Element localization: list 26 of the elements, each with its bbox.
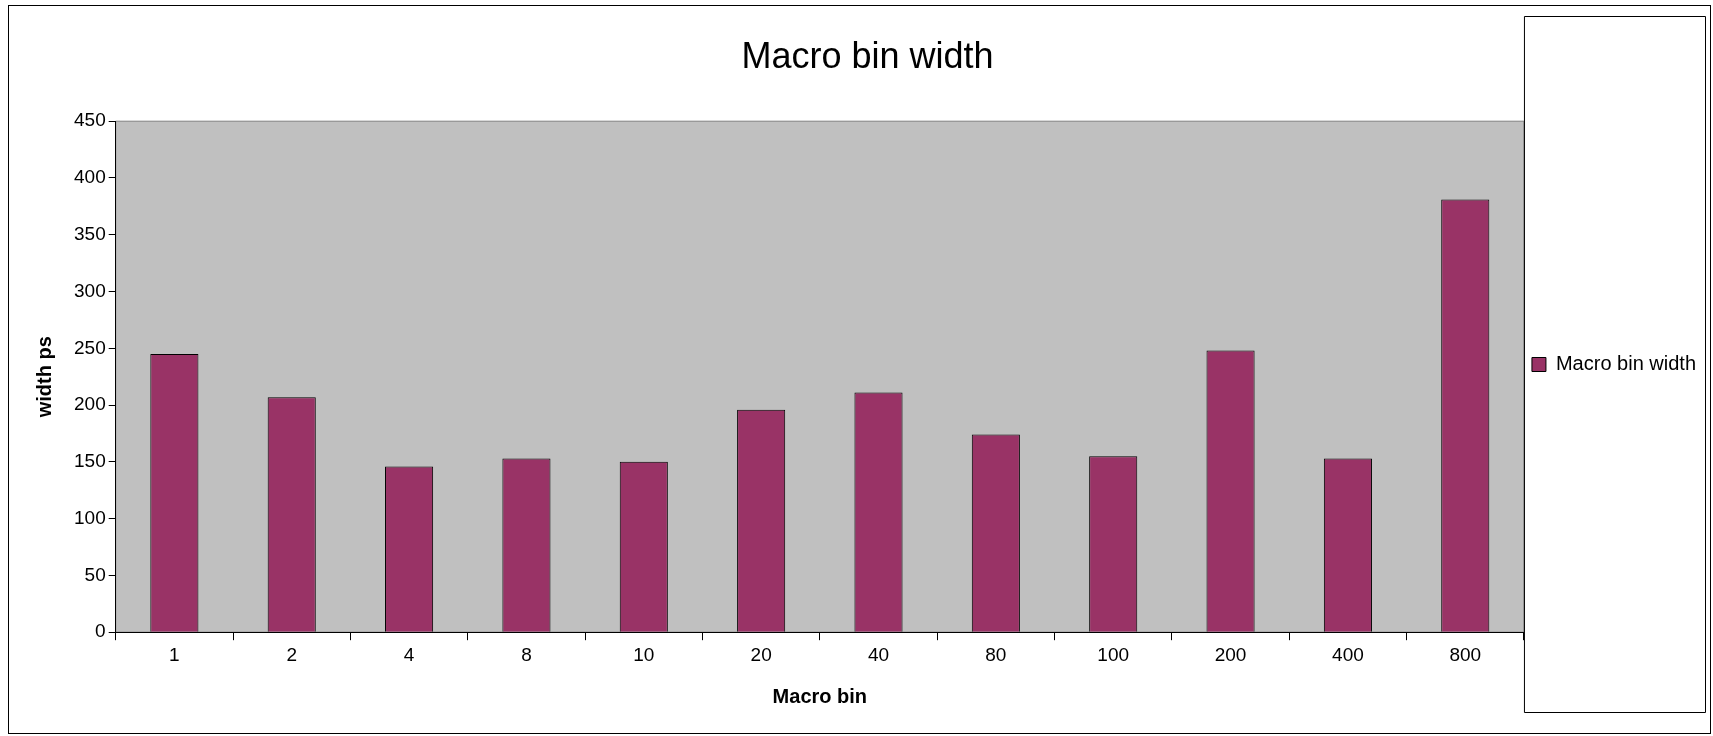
- y-axis-title: width ps: [32, 336, 55, 419]
- y-tick-label: 300: [74, 279, 106, 301]
- y-tick-label: 150: [74, 450, 106, 472]
- x-tick-label: 10: [633, 643, 655, 665]
- y-tick-label: 200: [74, 393, 106, 415]
- y-tick-label: 50: [84, 563, 106, 585]
- x-tick-label: 80: [985, 643, 1007, 665]
- chart-title: Macro bin width: [741, 34, 994, 76]
- y-tick-label: 100: [74, 506, 106, 528]
- y-tick-label: 400: [74, 166, 106, 188]
- x-tick-label: 1: [169, 643, 180, 665]
- x-tick-label: 100: [1097, 643, 1130, 665]
- y-tick-label: 350: [74, 222, 106, 244]
- x-tick-label: 8: [521, 643, 532, 665]
- x-axis-title: Macro bin: [772, 684, 868, 707]
- y-tick-label: 450: [74, 109, 106, 131]
- y-tick-label: 250: [74, 336, 106, 358]
- x-tick-label: 400: [1332, 643, 1364, 665]
- x-tick-label: 800: [1449, 643, 1482, 665]
- legend-label: Macro bin width: [1555, 352, 1696, 375]
- x-tick-label: 40: [867, 643, 890, 665]
- x-tick-label: 20: [750, 643, 772, 665]
- x-tick-label: 4: [403, 643, 415, 665]
- x-tick-label: 200: [1214, 643, 1247, 665]
- x-tick-label: 2: [286, 643, 298, 665]
- y-tick-label: 0: [95, 620, 106, 642]
